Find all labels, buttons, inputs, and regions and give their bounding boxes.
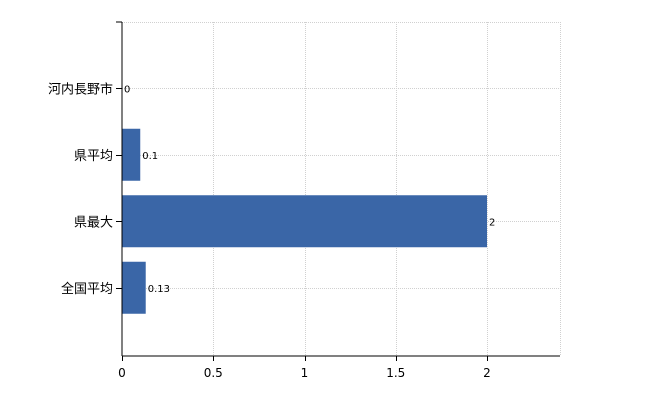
data-label: 0 <box>124 84 130 95</box>
bar-layer <box>122 128 487 314</box>
data-label: 0.1 <box>142 151 158 162</box>
label-layer: 0 0.5 1 1.5 2 河内長野市 0 県平均 0.1 県最大 2 全国平均 0.13 <box>48 81 495 380</box>
data-label: 0.13 <box>148 284 170 295</box>
x-tick-label: 2 <box>483 366 491 380</box>
bar <box>122 128 141 181</box>
x-tick-label: 0 <box>118 366 126 380</box>
category-label: 河内長野市 <box>48 81 113 97</box>
data-label: 2 <box>489 217 495 228</box>
bar <box>122 195 487 248</box>
category-label: 県平均 <box>74 149 113 164</box>
bar <box>122 261 146 314</box>
axis-layer <box>116 21 560 361</box>
category-label: 県最大 <box>74 215 113 230</box>
x-tick-label: 1 <box>301 366 309 380</box>
x-tick-label: 0.5 <box>204 366 223 380</box>
grid-layer <box>122 22 561 356</box>
x-tick-label: 1.5 <box>386 366 405 380</box>
category-label: 全国平均 <box>61 281 113 297</box>
